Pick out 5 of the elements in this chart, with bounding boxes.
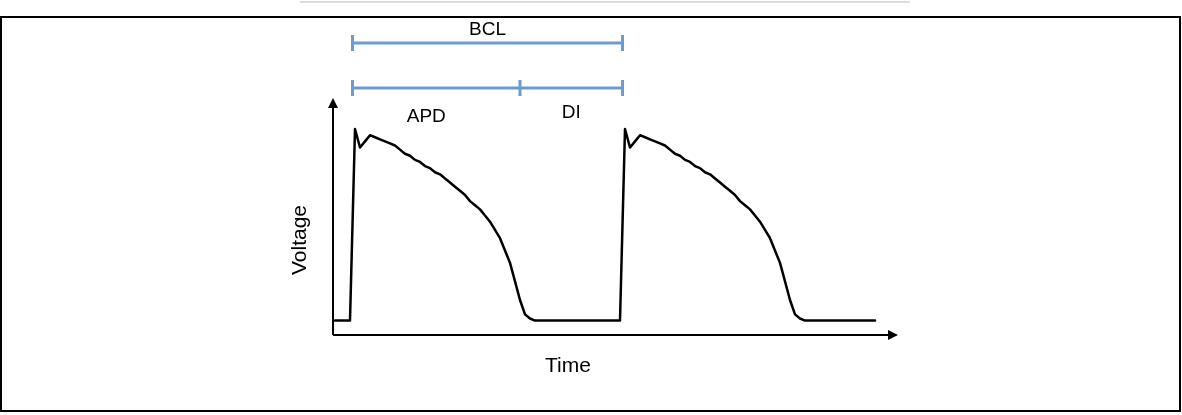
text: APD bbox=[406, 105, 446, 127]
y-axis-title: Voltage bbox=[287, 204, 310, 276]
text: DI bbox=[561, 101, 581, 123]
text: BCL bbox=[469, 18, 506, 40]
x-axis-title: Time bbox=[545, 353, 591, 376]
